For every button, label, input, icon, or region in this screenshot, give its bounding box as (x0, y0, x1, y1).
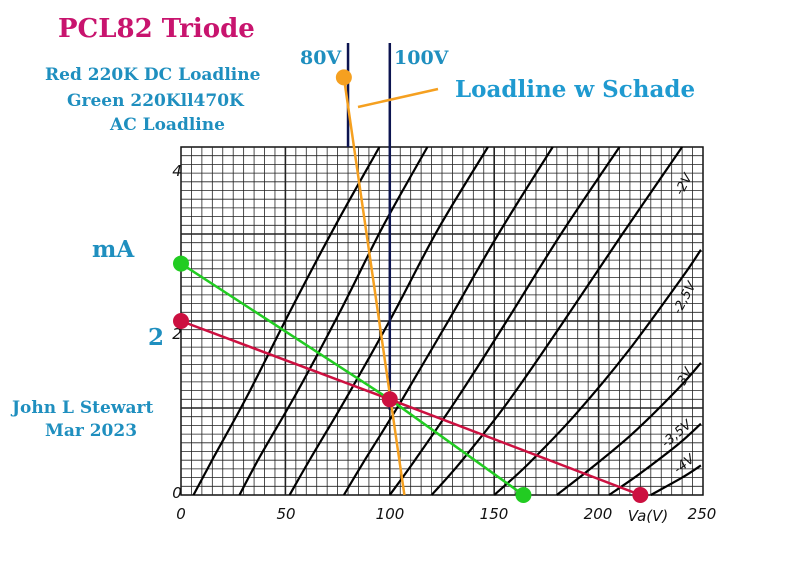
characteristic-curve-8 (608, 422, 702, 496)
y-axis-unit-label: mA (92, 236, 135, 263)
x-tick-200: 200 (584, 505, 613, 523)
schade-pointer (357, 87, 439, 109)
annotations: PCL82 Triode Red 220K DC Loadline Green … (10, 14, 695, 441)
characteristic-curve-9 (650, 464, 702, 496)
characteristic-curve-4 (388, 146, 621, 496)
date-note: Mar 2023 (45, 421, 137, 441)
y-tick-4: 4 (172, 162, 182, 180)
red-marker-2 (632, 487, 649, 503)
green-marker-4 (515, 487, 532, 503)
vline-label-80v: 80V (300, 47, 342, 69)
characteristic-curve-6 (493, 249, 702, 496)
orange-marker-5 (335, 69, 352, 86)
chart-title: PCL82 Triode (58, 14, 255, 44)
orange-schade-loadline (342, 77, 406, 496)
curves-layer (192, 146, 702, 496)
red-marker-0 (173, 313, 189, 329)
tick-labels: 0 50 100 150 200 250 Va(V) 0 2 4 (172, 162, 716, 525)
characteristic-curve-2 (288, 146, 489, 496)
x-tick-0: 0 (176, 505, 186, 523)
vline-label-100v: 100V (394, 47, 450, 69)
y-tick-0: 0 (172, 484, 182, 502)
green-marker-3 (173, 255, 189, 272)
note-ac-loadline: AC Loadline (109, 115, 225, 135)
x-tick-50: 50 (276, 505, 295, 523)
characteristic-curve-3 (342, 146, 554, 496)
vertical-lines-layer (346, 43, 392, 410)
characteristic-curve-0 (192, 146, 381, 496)
note-red-loadline: Red 220K DC Loadline (45, 65, 261, 85)
schade-label: Loadline w Schade (455, 76, 695, 103)
x-tick-100: 100 (376, 505, 405, 523)
x-axis-label: Va(V) (628, 507, 668, 525)
characteristic-curve-7 (556, 362, 702, 496)
markers-layer (173, 69, 649, 503)
note-green-loadline: Green 220Kll470K (67, 91, 245, 111)
y-tick-2: 2 (172, 325, 182, 343)
y-axis-extra-label: 2 (148, 324, 164, 351)
x-tick-250: 250 (688, 505, 717, 523)
red-marker-1 (381, 391, 398, 408)
x-tick-150: 150 (480, 505, 509, 523)
grid-layer (180, 146, 704, 496)
author-note: John L Stewart (10, 398, 153, 418)
characteristic-curve-5 (430, 146, 684, 496)
